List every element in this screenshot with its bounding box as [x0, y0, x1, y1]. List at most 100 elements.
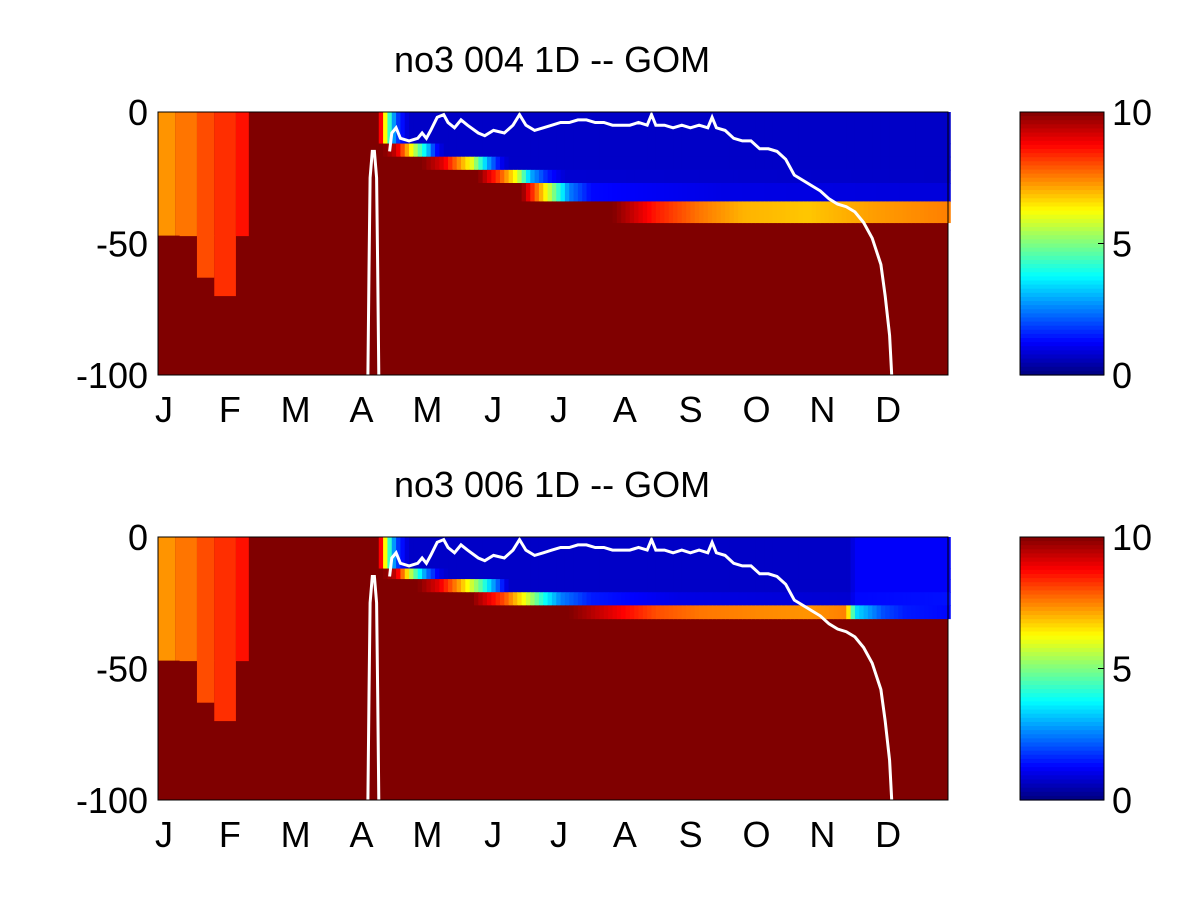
heatmap-cell	[785, 201, 791, 224]
heatmap-cell	[850, 143, 856, 158]
heatmap-cell	[595, 169, 601, 184]
heatmap-cell	[703, 579, 709, 593]
heatmap-cell	[712, 201, 718, 224]
heatmap-cell	[396, 169, 402, 184]
colorbar-swatch	[1020, 635, 1104, 641]
heatmap-cell	[595, 183, 601, 203]
heatmap-cell	[681, 579, 687, 593]
colorbar-swatch	[1020, 296, 1104, 302]
heatmap-cell	[404, 156, 410, 171]
heatmap-cell	[556, 537, 562, 570]
heatmap-cell	[751, 183, 756, 203]
heatmap-cell	[746, 156, 752, 171]
heatmap-cell	[625, 112, 631, 145]
heatmap-cell	[712, 579, 718, 593]
heatmap-cell	[919, 579, 925, 593]
heatmap-cell	[629, 568, 635, 580]
heatmap-cell	[746, 169, 752, 184]
heatmap-cell	[729, 537, 735, 570]
heatmap-cell	[499, 568, 505, 580]
colorbar-swatch	[1020, 325, 1104, 331]
heatmap-cell	[634, 537, 640, 570]
heatmap-cell	[841, 592, 847, 606]
heatmap-cell	[690, 156, 696, 171]
x-tick-label: F	[219, 389, 241, 430]
heatmap-cell	[651, 112, 657, 145]
heatmap-cell	[448, 201, 453, 224]
heatmap-cell	[409, 579, 414, 593]
heatmap-cell	[664, 201, 670, 224]
heatmap-cell	[543, 579, 549, 593]
heatmap-cell	[850, 537, 856, 570]
heatmap-cell	[521, 537, 527, 570]
colorbar-swatch	[1020, 668, 1104, 674]
colorbar-swatch	[1020, 742, 1104, 748]
heatmap-cell	[538, 592, 544, 606]
heatmap-cell	[512, 579, 518, 593]
heatmap-cell	[413, 579, 419, 593]
heatmap-cell	[534, 579, 540, 593]
heatmap-cell	[790, 568, 795, 580]
heatmap-cell	[396, 537, 402, 570]
heatmap-cell	[478, 156, 484, 171]
heatmap-cell	[668, 568, 674, 580]
heatmap-cell	[651, 156, 657, 171]
heatmap-cell	[681, 183, 687, 203]
heatmap-cell	[404, 183, 410, 203]
heatmap-cell	[660, 605, 666, 620]
heatmap-cell	[716, 156, 722, 171]
heatmap-cell	[409, 143, 414, 158]
heatmap-cell	[525, 579, 531, 593]
heatmap-cell	[738, 605, 743, 620]
heatmap-cell	[802, 201, 808, 224]
heatmap-cell	[465, 579, 471, 593]
heatmap-cell	[798, 183, 804, 203]
heatmap-cell	[694, 169, 700, 184]
heatmap-cell	[521, 156, 527, 171]
heatmap-cell	[469, 143, 475, 158]
colorbar-swatch	[1020, 317, 1104, 323]
heatmap-cell	[755, 143, 761, 158]
heatmap-cell	[560, 156, 566, 171]
heatmap-cell	[872, 169, 878, 184]
heatmap-cell	[919, 169, 925, 184]
x-tick-label: D	[875, 814, 901, 855]
heatmap-cell	[673, 605, 679, 620]
heatmap-cell	[560, 201, 566, 224]
heatmap-cell	[677, 201, 683, 224]
colorbar-swatch	[1020, 738, 1104, 744]
heatmap-cell	[430, 156, 436, 171]
heatmap-cell	[556, 183, 562, 203]
heatmap-cell	[828, 537, 834, 570]
heatmap-cell	[465, 568, 471, 580]
heatmap-cell	[919, 201, 925, 224]
heatmap-cell	[625, 568, 631, 580]
heatmap-cell	[668, 143, 674, 158]
heatmap-cell	[738, 579, 743, 593]
heatmap-cell	[919, 112, 925, 145]
heatmap-cell	[430, 592, 436, 606]
heatmap-cell	[491, 183, 497, 203]
heatmap-cell	[686, 183, 692, 203]
heatmap-cell	[898, 156, 904, 171]
heatmap-cell	[512, 143, 518, 158]
heatmap-cell	[707, 112, 713, 145]
heatmap-cell	[534, 537, 540, 570]
heatmap-cell	[811, 579, 817, 593]
heatmap-cell	[725, 201, 730, 224]
heatmap-cell	[435, 592, 440, 606]
heatmap-cell	[582, 156, 588, 171]
colorbar-swatch	[1020, 329, 1104, 335]
heatmap-cell	[443, 183, 449, 203]
heatmap-cell	[655, 143, 661, 158]
heatmap-cell	[720, 112, 726, 145]
heatmap-cell	[694, 605, 700, 620]
heatmap-cell	[863, 592, 869, 606]
colorbar-swatch	[1020, 697, 1104, 702]
heatmap-cell	[595, 605, 601, 620]
heatmap-cell	[764, 112, 769, 145]
heatmap-cell	[586, 579, 592, 593]
heatmap-cell	[824, 201, 830, 224]
heatmap-cell	[837, 568, 843, 580]
overlay-line	[388, 110, 894, 376]
